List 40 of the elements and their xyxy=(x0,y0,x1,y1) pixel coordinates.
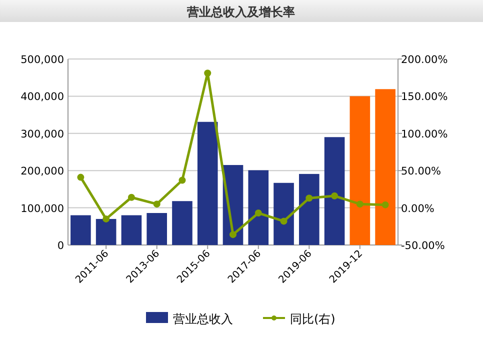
point xyxy=(77,174,84,181)
bar xyxy=(121,215,142,245)
point xyxy=(230,231,236,238)
point xyxy=(306,194,313,202)
y-tick-label: 300,000 xyxy=(20,128,64,140)
point xyxy=(178,176,186,184)
bar xyxy=(70,215,91,245)
bar xyxy=(274,182,294,245)
point xyxy=(204,70,212,77)
y-tick-label: 400,000 xyxy=(20,91,64,104)
y-tick-label: 0 xyxy=(57,240,64,252)
y2-tick-label: 150.00% xyxy=(401,91,448,104)
y2-tick-label: 0.00% xyxy=(401,202,434,215)
y2-tick-label: 50.00% xyxy=(401,166,442,178)
bar xyxy=(96,218,116,245)
point xyxy=(280,218,288,225)
point xyxy=(356,200,364,208)
y2-tick-label: -50.00% xyxy=(401,240,445,252)
bar xyxy=(172,201,192,245)
chart-title: 营业总收入及增长率 xyxy=(186,5,295,19)
point xyxy=(153,200,160,208)
y-tick-label: 200,000 xyxy=(20,166,64,178)
bar xyxy=(375,89,396,245)
y-tick-label: 100,000 xyxy=(20,202,64,215)
legend-label: 同比(右) xyxy=(290,312,336,326)
point xyxy=(331,192,338,200)
point xyxy=(382,201,389,208)
point xyxy=(254,210,262,217)
bar xyxy=(299,174,320,245)
y2-tick-label: 200.00% xyxy=(401,54,448,66)
bar xyxy=(197,122,218,245)
point xyxy=(102,215,110,222)
legend-label: 营业总收入 xyxy=(173,312,233,326)
y2-tick-label: 100.00% xyxy=(401,128,448,140)
bar xyxy=(350,96,370,245)
bar xyxy=(248,170,269,245)
bar xyxy=(324,137,345,245)
point xyxy=(128,194,135,201)
y-tick-label: 500,000 xyxy=(20,54,64,66)
bar xyxy=(146,213,167,245)
